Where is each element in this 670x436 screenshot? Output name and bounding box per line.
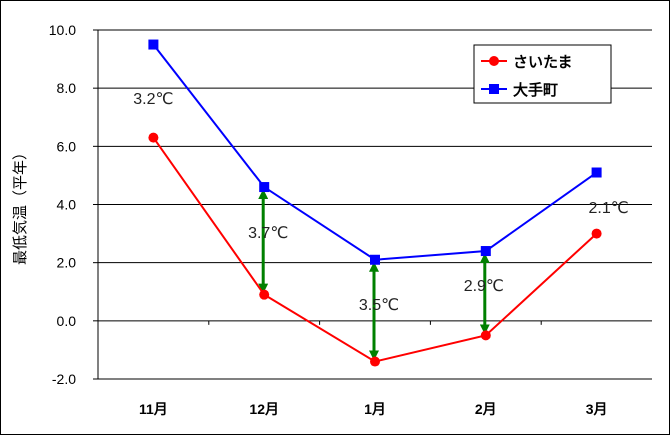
- x-tick-label: 2月: [475, 401, 497, 417]
- legend-marker: [489, 56, 499, 66]
- data-point: [370, 254, 380, 265]
- x-tick-label: 12月: [249, 401, 279, 417]
- y-tick-labels: 10.0 8.0 6.0 4.0 2.0 0.0 -2.0: [49, 22, 76, 387]
- data-point: [259, 182, 270, 193]
- difference-arrows: [258, 189, 490, 361]
- data-point: [480, 246, 491, 257]
- y-tick-label: -2.0: [52, 371, 76, 387]
- difference-label: 3.5℃: [359, 297, 399, 314]
- series: [148, 39, 602, 367]
- annotations: 3.2℃ 3.7℃ 3.5℃ 2.9℃ 2.1℃: [133, 91, 628, 314]
- data-point: [259, 289, 270, 300]
- y-axis-label: 最低気温（平年）: [12, 145, 29, 265]
- y-tick-label: 4.0: [57, 197, 77, 213]
- data-point: [591, 167, 602, 178]
- difference-label: 2.9℃: [464, 278, 504, 295]
- difference-label: 2.1℃: [588, 200, 628, 217]
- data-point: [148, 132, 159, 143]
- x-tick-label: 1月: [364, 401, 386, 417]
- data-point: [591, 228, 602, 239]
- x-tick-label: 11月: [139, 401, 168, 417]
- data-point: [480, 330, 491, 341]
- x-tick-label: 3月: [586, 401, 608, 417]
- y-tick-label: 6.0: [57, 138, 77, 154]
- difference-label: 3.2℃: [133, 91, 173, 108]
- y-tick-label: 0.0: [57, 313, 77, 329]
- legend-label: さいたま: [513, 54, 573, 71]
- data-point: [148, 39, 159, 50]
- difference-label: 3.7℃: [248, 225, 288, 242]
- axes: [97, 30, 652, 380]
- data-point: [370, 356, 380, 367]
- y-tick-label: 10.0: [49, 22, 76, 38]
- x-tick-labels: 11月 12月 1月 2月 3月: [139, 401, 608, 417]
- y-tick-label: 2.0: [57, 255, 77, 271]
- legend-marker: [489, 84, 499, 94]
- y-tick-label: 8.0: [57, 80, 77, 96]
- legend-label: 大手町: [513, 81, 558, 99]
